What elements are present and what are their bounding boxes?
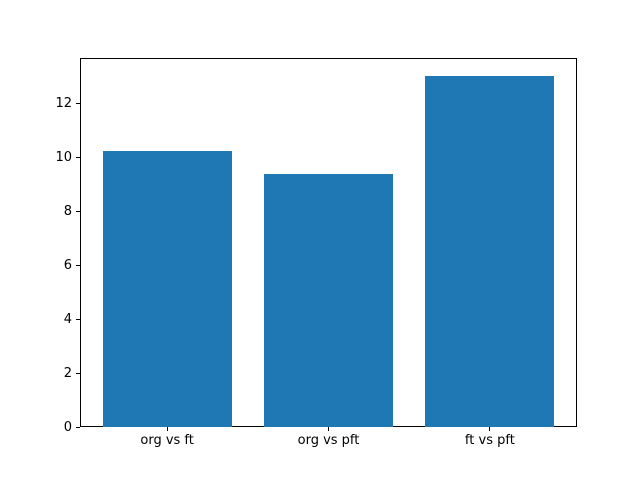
y-tick-mark bbox=[76, 318, 80, 320]
y-tick-label: 6 bbox=[63, 257, 72, 273]
bar-1 bbox=[102, 150, 232, 427]
y-tick-label: 8 bbox=[63, 204, 72, 220]
y-tick-mark bbox=[76, 157, 80, 159]
y-tick-label: 10 bbox=[55, 150, 72, 166]
y-tick-mark bbox=[76, 211, 80, 213]
x-tick-label: ft vs pft bbox=[464, 433, 515, 448]
y-tick-mark bbox=[76, 426, 80, 428]
bar-2 bbox=[263, 173, 394, 427]
x-tick-mark bbox=[166, 427, 168, 431]
x-tick-label: org vs ft bbox=[140, 433, 194, 448]
y-tick-label: 2 bbox=[63, 365, 72, 381]
y-tick-label: 12 bbox=[55, 96, 72, 112]
x-tick-mark bbox=[489, 427, 491, 431]
x-tick-label: org vs pft bbox=[297, 433, 360, 448]
x-tick-mark bbox=[328, 427, 329, 431]
y-tick-mark bbox=[76, 264, 80, 266]
y-tick-label: 0 bbox=[63, 419, 72, 435]
y-tick-mark bbox=[76, 372, 80, 374]
bar-3 bbox=[425, 75, 555, 427]
y-tick-mark bbox=[76, 103, 80, 105]
y-tick-label: 4 bbox=[63, 311, 72, 327]
